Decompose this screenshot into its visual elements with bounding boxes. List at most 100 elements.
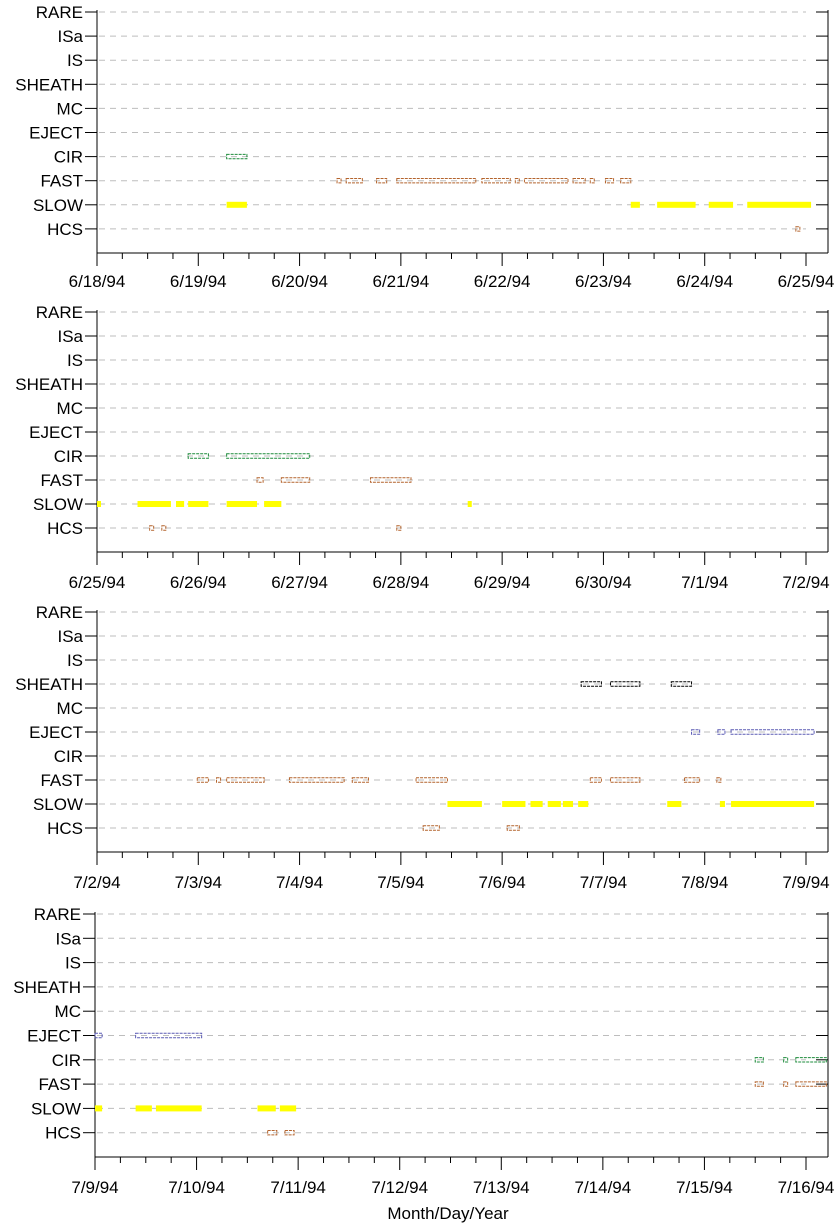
- x-tick-label: 7/4/94: [276, 873, 323, 892]
- interval-bar-fast: [795, 1081, 827, 1087]
- interval-bar-fast: [683, 777, 701, 783]
- interval-bar-hcs: [267, 1130, 278, 1136]
- interval-bar-fast: [523, 178, 569, 184]
- x-tick-label: 7/14/94: [574, 1178, 631, 1197]
- category-label-fast: FAST: [40, 771, 83, 790]
- x-tick-label: 7/1/94: [681, 573, 728, 592]
- interval-bar-fast: [610, 777, 641, 783]
- interval-bar-fast: [351, 777, 369, 783]
- x-tick-label: 7/2/94: [782, 573, 829, 592]
- interval-bar-slow: [719, 801, 725, 807]
- category-label-isa: ISa: [57, 27, 83, 46]
- interval-bar-fast: [396, 178, 477, 184]
- x-tick-label: 6/23/94: [575, 272, 632, 291]
- category-label-sheath: SHEATH: [15, 75, 83, 94]
- x-tick-label: 7/13/94: [473, 1178, 530, 1197]
- x-tick-label: 6/21/94: [372, 272, 429, 291]
- category-label-mc: MC: [57, 699, 83, 718]
- x-tick-label: 6/27/94: [271, 573, 328, 592]
- panel-2: RARE ISa IS SHEATH MC EJECT CIR FAST SLOW HCS 6/25…: [15, 303, 829, 592]
- category-label-eject: EJECT: [29, 124, 83, 143]
- x-tick-label: 7/10/94: [168, 1178, 225, 1197]
- interval-bar-slow: [578, 801, 589, 807]
- interval-bar-fast: [514, 178, 520, 184]
- x-tick-label: 7/9/94: [782, 873, 829, 892]
- category-label-hcs: HCS: [45, 1124, 81, 1143]
- interval-bar-fast: [376, 178, 388, 184]
- interval-bar-cir: [226, 453, 311, 459]
- category-label-fast: FAST: [40, 471, 83, 490]
- interval-bar-hcs: [422, 825, 440, 831]
- interval-bar-cir: [754, 1057, 764, 1063]
- interval-bar-fast: [589, 777, 602, 783]
- panel-4: RARE ISa IS SHEATH MC EJECT CIR FAST SLOW HCS 7/9/…: [13, 905, 834, 1197]
- x-tick-label: 6/30/94: [575, 573, 632, 592]
- interval-bar-fast: [589, 178, 595, 184]
- interval-bar-hcs: [149, 525, 155, 531]
- interval-bar-sheath: [580, 681, 602, 687]
- interval-bar-fast: [415, 777, 448, 783]
- interval-bar-slow: [667, 801, 682, 807]
- category-label-cir: CIR: [54, 148, 83, 167]
- category-label-sheath: SHEATH: [15, 675, 83, 694]
- panel-1: RARE ISa IS SHEATH MC EJECT CIR FAST SLOW HCS 6/18…: [15, 3, 834, 291]
- interval-bar-slow: [279, 1105, 297, 1112]
- category-label-slow: SLOW: [33, 495, 83, 514]
- interval-bar-eject: [730, 729, 815, 735]
- interval-bar-hcs: [284, 1130, 295, 1136]
- interval-bar-fast: [196, 777, 209, 783]
- category-label-rare: RARE: [36, 3, 83, 22]
- x-tick-label: 6/29/94: [474, 573, 531, 592]
- x-tick-label: 7/3/94: [175, 873, 222, 892]
- x-tick-label: 7/11/94: [270, 1178, 325, 1197]
- category-label-cir: CIR: [54, 747, 83, 766]
- interval-bar-eject: [717, 729, 726, 735]
- interval-bar-hcs: [506, 825, 520, 831]
- interval-bar-fast: [226, 777, 265, 783]
- interval-bar-sheath: [670, 681, 693, 687]
- category-label-cir: CIR: [54, 447, 83, 466]
- x-tick-label: 6/25/94: [778, 272, 835, 291]
- interval-bar-slow: [747, 201, 812, 208]
- x-tick-label: 6/25/94: [69, 573, 126, 592]
- panel-3: RARE ISa IS SHEATH MC EJECT CIR FAST SLOW HCS 7/2/…: [15, 603, 829, 892]
- category-label-isa: ISa: [57, 327, 83, 346]
- category-label-mc: MC: [57, 399, 83, 418]
- interval-bar-fast: [481, 178, 511, 184]
- interval-bar-eject: [691, 729, 701, 735]
- category-label-is: IS: [67, 351, 83, 370]
- interval-bar-fast: [256, 477, 264, 483]
- category-label-fast: FAST: [38, 1075, 81, 1094]
- category-label-mc: MC: [55, 1002, 81, 1021]
- category-label-sheath: SHEATH: [15, 375, 83, 394]
- x-tick-label: 7/5/94: [377, 873, 424, 892]
- x-tick-label: 7/12/94: [371, 1178, 428, 1197]
- interval-bar-eject: [94, 1032, 103, 1039]
- x-tick-label: 7/6/94: [479, 873, 526, 892]
- category-label-sheath: SHEATH: [13, 978, 81, 997]
- interval-bar-slow: [447, 801, 482, 807]
- interval-bar-fast: [216, 777, 222, 783]
- category-label-fast: FAST: [40, 172, 83, 191]
- x-tick-label: 6/19/94: [170, 272, 227, 291]
- x-tick-label: 7/8/94: [681, 873, 728, 892]
- interval-bar-hcs: [161, 525, 167, 531]
- category-label-hcs: HCS: [47, 519, 83, 538]
- interval-bar-hcs: [396, 525, 402, 531]
- x-tick-label: 6/20/94: [271, 272, 328, 291]
- category-label-hcs: HCS: [47, 819, 83, 838]
- category-label-slow: SLOW: [33, 196, 83, 215]
- interval-bar-fast: [572, 178, 586, 184]
- interval-bar-slow: [188, 501, 209, 507]
- interval-bar-slow: [731, 801, 815, 807]
- x-tick-label: 7/15/94: [676, 1178, 733, 1197]
- x-tick-label: 7/2/94: [73, 873, 120, 892]
- interval-bar-slow: [226, 201, 247, 208]
- category-label-cir: CIR: [52, 1051, 81, 1070]
- interval-bar-cir: [226, 153, 248, 160]
- category-label-rare: RARE: [36, 603, 83, 622]
- category-label-rare: RARE: [36, 303, 83, 322]
- category-label-is: IS: [65, 954, 81, 973]
- interval-bar-slow: [95, 1105, 103, 1112]
- x-tick-label: 6/24/94: [676, 272, 733, 291]
